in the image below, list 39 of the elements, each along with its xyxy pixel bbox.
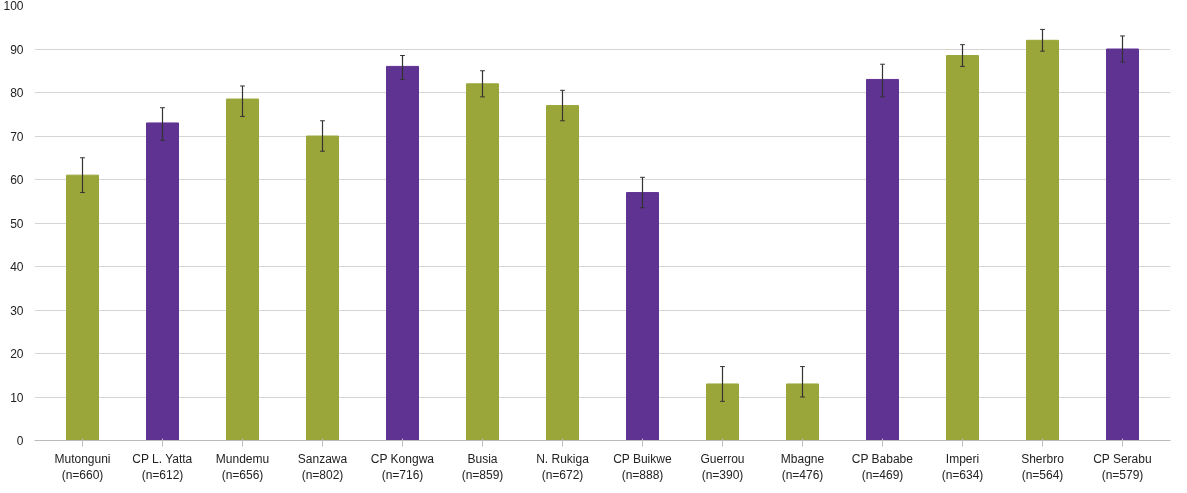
bar: [66, 174, 99, 441]
bar: [946, 55, 979, 441]
y-tick-label: 50: [10, 216, 24, 231]
x-tick-label: CP Kongwa (n=716): [370, 451, 435, 483]
y-tick-label: 90: [10, 42, 24, 57]
y-tick-label: 0: [16, 434, 24, 448]
x-tick-label: CP Serabu (n=579): [1093, 451, 1152, 483]
y-tick-label: 40: [10, 260, 24, 274]
bar: [146, 122, 179, 441]
y-tick-label: 80: [10, 86, 24, 100]
bar: [626, 192, 659, 441]
y-tick-label: 30: [10, 303, 24, 318]
x-tick-label: Guerrou (n=390): [700, 451, 745, 483]
y-tick-label: 10: [10, 390, 24, 405]
x-tick-label: N. Rukiga (n=672): [536, 451, 590, 483]
x-tick-label: Sanzawa (n=802): [297, 451, 348, 483]
y-tick-label: 70: [10, 129, 24, 144]
bar: [466, 83, 499, 441]
y-tick-label: 100: [3, 0, 24, 13]
x-tick-label: Mbagne (n=476): [780, 451, 825, 483]
x-tick-label: CP Buikwe (n=888): [613, 451, 672, 483]
bar: [306, 135, 339, 441]
x-tick-label: Imperi (n=634): [941, 451, 984, 483]
bar: [706, 383, 739, 441]
bar: [386, 65, 419, 441]
bar: [786, 383, 819, 441]
x-tick-label: Sherbro (n=564): [1021, 451, 1065, 483]
bar: [1106, 48, 1139, 441]
bar: [546, 105, 579, 441]
bar: [866, 78, 899, 441]
x-tick-label: CP L. Yatta (n=612): [132, 451, 193, 483]
bar: [226, 98, 259, 441]
x-tick-label: Mutonguni (n=660): [54, 451, 111, 483]
x-tick-label: Mundemu (n=656): [215, 451, 270, 483]
y-tick-label: 20: [10, 347, 24, 361]
y-tick-label: 60: [10, 173, 24, 187]
x-tick-label: CP Bababe (n=469): [851, 451, 914, 483]
bar: [1026, 39, 1059, 441]
x-tick-label: Busia (n=859): [461, 451, 504, 483]
